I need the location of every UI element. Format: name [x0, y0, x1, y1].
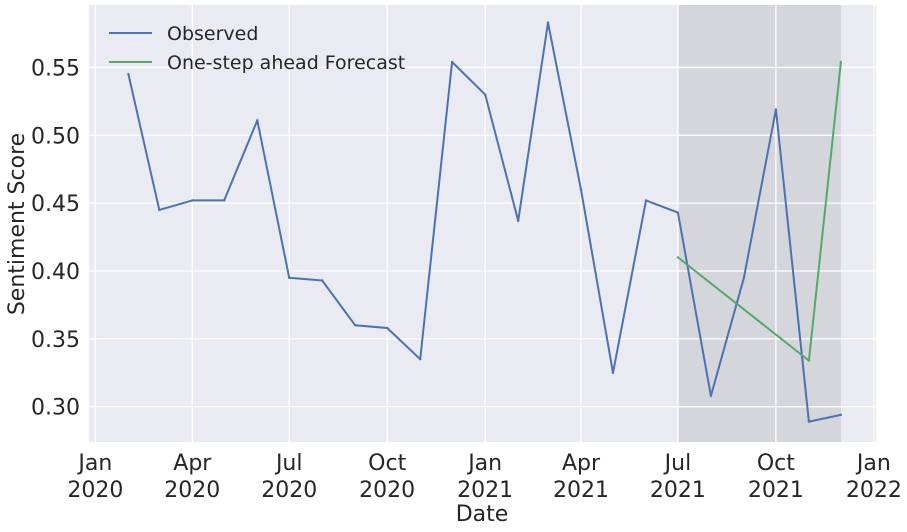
y-tick-label: 0.55 [31, 56, 80, 81]
data-point-0 [321, 279, 324, 282]
legend: Observed One-step ahead Forecast [109, 23, 405, 74]
data-point-0 [483, 93, 487, 96]
x-tick-label: 2020 [359, 478, 415, 503]
data-point-0 [774, 108, 778, 111]
data-point-1 [676, 256, 680, 259]
x-tick-label: 2020 [261, 478, 317, 503]
data-point-0 [450, 60, 454, 64]
y-tick-label: 0.30 [31, 396, 80, 421]
data-point-0 [516, 219, 520, 222]
data-point-0 [676, 211, 680, 214]
data-point-0 [546, 21, 550, 24]
shaded-forecast-region [677, 5, 841, 442]
x-tick-label: 2020 [67, 478, 123, 503]
x-tick-labels: Jan2020Apr2020Jul2020Oct2020Jan2021Apr20… [67, 451, 901, 503]
x-tick-label: Jan [466, 451, 502, 476]
data-point-1 [807, 359, 811, 362]
grid-layer [89, 5, 876, 442]
x-tick-label: Apr [562, 451, 601, 476]
data-point-0 [223, 199, 226, 202]
data-point-0 [191, 199, 194, 202]
data-point-0 [742, 276, 746, 279]
x-tick-label: 2021 [650, 478, 706, 503]
data-point-0 [127, 73, 130, 76]
data-point-0 [158, 208, 161, 212]
x-tick-label: 2021 [553, 478, 609, 503]
data-point-0 [256, 119, 259, 122]
y-tick-label: 0.35 [31, 328, 80, 353]
x-tick-label: Apr [173, 451, 212, 476]
data-point-0 [288, 276, 291, 279]
data-point-0 [644, 199, 648, 202]
x-tick-label: Jan [76, 451, 112, 476]
legend-label-observed: Observed [167, 23, 258, 45]
data-point-0 [385, 326, 389, 330]
data-point-0 [579, 188, 583, 191]
y-tick-labels: 0.30 0.35 0.40 0.45 0.50 0.55 [31, 56, 80, 420]
x-tick-label: 2021 [457, 478, 513, 503]
y-tick-label: 0.45 [31, 192, 80, 217]
data-point-0 [354, 324, 357, 327]
shaded-region-layer [677, 5, 841, 442]
data-point-1 [839, 60, 843, 64]
series-layer [127, 21, 843, 423]
y-tick-label: 0.50 [31, 124, 80, 149]
x-tick-label: Jul [663, 451, 692, 476]
data-point-0 [611, 371, 615, 374]
data-point-0 [419, 358, 422, 361]
x-tick-label: Jan [855, 451, 891, 476]
x-tick-label: 2020 [164, 478, 220, 503]
x-tick-label: 2022 [846, 478, 902, 503]
data-point-0 [839, 413, 843, 417]
x-tick-label: Oct [757, 451, 795, 476]
x-tick-label: Jul [274, 451, 303, 476]
x-tick-label: Oct [368, 451, 406, 476]
y-tick-label: 0.40 [31, 260, 80, 285]
data-point-0 [709, 394, 713, 398]
x-tick-label: 2021 [748, 478, 804, 503]
x-axis-title: Date [456, 502, 509, 527]
data-point-0 [807, 420, 811, 423]
y-axis-title: Sentiment Score [5, 133, 30, 315]
legend-label-forecast: One-step ahead Forecast [167, 52, 405, 74]
